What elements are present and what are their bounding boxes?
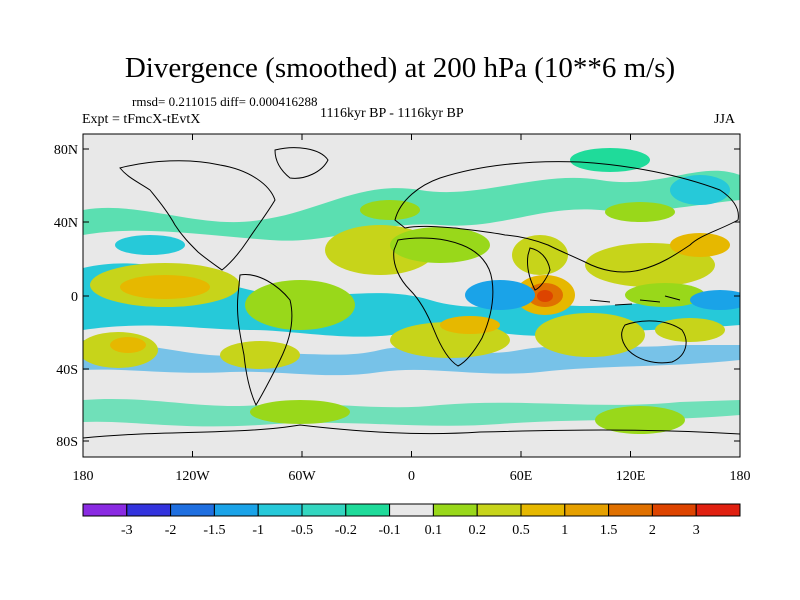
colorbar-box — [651, 503, 697, 517]
contour-patch — [220, 341, 300, 369]
contour-patch — [465, 280, 535, 310]
latitude-axis: 80N 40N 0 40S 80S — [54, 143, 740, 450]
colorbar-box — [126, 503, 172, 517]
lat-tick-label: 80N — [54, 143, 78, 158]
colorbar-label: 3 — [693, 523, 700, 538]
colorbar-box — [476, 503, 522, 517]
colorbar — [82, 503, 741, 517]
continent-greenland — [274, 147, 329, 179]
colorbar-label: 0.5 — [512, 523, 530, 538]
lat-tick-label: 80S — [56, 435, 78, 450]
continent-indonesia — [589, 295, 681, 306]
contour-patch — [595, 406, 685, 434]
colorbar-box — [301, 503, 347, 517]
colorbar-label: -3 — [121, 523, 133, 538]
continent-eurasia — [394, 161, 739, 273]
contour-patch — [245, 280, 355, 330]
continent-australia — [621, 320, 687, 364]
lon-tick-label: 60E — [510, 469, 533, 484]
contour-patch — [120, 275, 210, 299]
colorbar-label: -0.2 — [335, 523, 357, 538]
contour-patch — [670, 175, 730, 205]
experiment-label: Expt = tFmcX-tEvtX — [82, 112, 201, 127]
colorbar-label: -1 — [252, 523, 264, 538]
period-label: 1116kyr BP - 1116kyr BP — [320, 106, 464, 121]
contour-patch — [570, 148, 650, 172]
colorbar-box — [389, 503, 434, 517]
lat-tick-label: 40N — [54, 216, 78, 231]
colorbar-label: -0.1 — [379, 523, 401, 538]
contour-fill-layer — [83, 148, 740, 434]
contour-patch — [670, 233, 730, 257]
continent-antarctica — [83, 424, 740, 439]
lon-tick-label: 180 — [73, 469, 94, 484]
contour-patch — [605, 202, 675, 222]
contour-patch — [537, 290, 553, 302]
colorbar-box — [432, 503, 478, 517]
contour-patch — [83, 398, 740, 427]
colorbar-label: 1.5 — [600, 523, 618, 538]
lon-tick-label: 180 — [730, 469, 751, 484]
colorbar-label: 1 — [561, 523, 568, 538]
chart-title: Divergence (smoothed) at 200 hPa (10**6 … — [124, 52, 676, 84]
contour-patch — [360, 200, 420, 220]
lat-tick-label: 40S — [56, 363, 78, 378]
colorbar-label: -0.5 — [291, 523, 313, 538]
colorbar-box — [608, 503, 653, 517]
coastlines — [83, 147, 740, 439]
continent-africa — [393, 237, 494, 367]
contour-patch — [110, 337, 146, 353]
colorbar-box — [695, 503, 741, 517]
continent-south-america — [237, 274, 293, 407]
colorbar-box — [564, 503, 610, 517]
colorbar-label: 2 — [649, 523, 656, 538]
contour-patch — [440, 316, 500, 334]
lon-tick-label: 120W — [175, 469, 210, 484]
contour-patch — [655, 318, 725, 342]
colorbar-label: -1.5 — [203, 523, 225, 538]
continent-india — [527, 247, 551, 291]
colorbar-label: 0.2 — [468, 523, 486, 538]
colorbar-box — [345, 503, 391, 517]
stats-text: rmsd= 0.211015 diff= 0.000416288 — [132, 94, 318, 109]
lon-tick-label: 60W — [288, 469, 316, 484]
contour-patch — [115, 235, 185, 255]
colorbar-labels: -3 -2 -1.5 -1 -0.5 -0.2 -0.1 0.1 0.2 0.5 1 1.5 2 3 — [121, 523, 700, 538]
colorbar-box — [82, 503, 128, 517]
lon-tick-label: 120E — [616, 469, 646, 484]
colorbar-label: 0.1 — [425, 523, 443, 538]
contour-patch — [390, 227, 490, 263]
colorbar-box — [170, 503, 215, 517]
colorbar-label: -2 — [165, 523, 177, 538]
colorbar-box — [257, 503, 303, 517]
lat-tick-label: 0 — [71, 290, 78, 305]
season-label: JJA — [714, 112, 736, 127]
contour-patch — [512, 235, 568, 275]
colorbar-box — [213, 503, 259, 517]
contour-patch — [535, 313, 645, 357]
contour-patch — [690, 290, 740, 310]
continent-north-america — [119, 160, 276, 271]
contour-patch — [250, 400, 350, 424]
colorbar-box — [520, 503, 566, 517]
lon-tick-label: 0 — [408, 469, 415, 484]
longitude-axis: 180 120W 60W 0 60E 120E 180 — [73, 134, 751, 484]
